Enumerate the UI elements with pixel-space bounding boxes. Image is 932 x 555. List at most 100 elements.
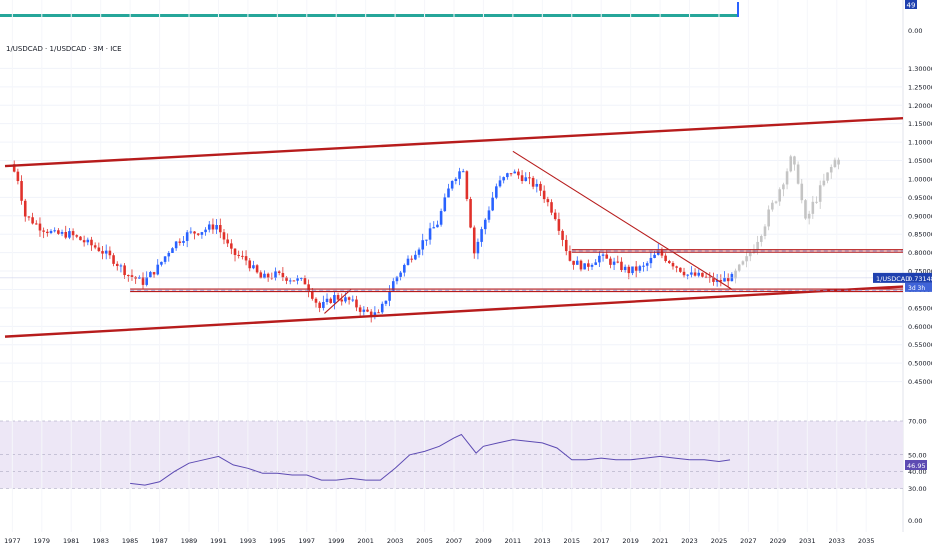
time-tick-label: 1979 xyxy=(34,537,51,545)
candle-body xyxy=(399,272,402,277)
candle-body xyxy=(432,227,436,229)
time-tick-label: 1977 xyxy=(4,537,21,545)
candle-body xyxy=(97,247,101,252)
price-label-value: 0.73148 xyxy=(908,275,932,283)
candle-body xyxy=(550,202,553,213)
candle-body xyxy=(57,230,60,234)
projection-body xyxy=(796,164,800,184)
projection-body xyxy=(815,201,818,203)
candle-body xyxy=(653,254,656,258)
price-label-symbol: 1/USDCAD xyxy=(876,275,910,283)
time-tick-label: 2031 xyxy=(799,537,816,545)
trendline-upper-channel xyxy=(4,116,904,168)
candle-body xyxy=(472,227,476,254)
candle-body xyxy=(123,265,126,276)
candle-body xyxy=(693,272,697,276)
candle-body xyxy=(252,265,255,269)
time-tick-label: 2021 xyxy=(652,537,669,545)
candle-body xyxy=(369,311,373,317)
candle-body xyxy=(189,231,193,233)
candle-body xyxy=(461,171,465,173)
price-tick-label: 1.10000 xyxy=(908,139,932,147)
candle-body xyxy=(601,254,605,256)
candle-body xyxy=(612,261,616,265)
projection-bars xyxy=(734,154,840,284)
candle-body xyxy=(701,272,704,277)
candle-body xyxy=(708,276,712,278)
projection-body xyxy=(763,226,767,237)
candle-body xyxy=(671,263,675,267)
projection-body xyxy=(793,156,796,165)
candle-body xyxy=(263,273,266,279)
candle-body xyxy=(266,273,270,278)
trendline-triangle-1999 xyxy=(324,289,352,314)
candle-body xyxy=(439,211,443,225)
candle-body xyxy=(712,277,715,282)
candle-body xyxy=(34,223,38,225)
candle-body xyxy=(23,200,27,217)
candle-body xyxy=(542,190,546,200)
time-tick-label: 1991 xyxy=(210,537,227,545)
candle-body xyxy=(723,277,726,282)
candle-body xyxy=(200,232,204,235)
symbol-title: 1/USDCAD · 1/USDCAD · 3M · ICE xyxy=(6,45,122,53)
candle-body xyxy=(329,298,332,303)
projection-body xyxy=(826,172,829,181)
candle-body xyxy=(27,216,31,218)
time-tick-label: 2011 xyxy=(505,537,522,545)
time-tick-label: 1983 xyxy=(92,537,109,545)
candle-body xyxy=(546,199,550,203)
candle-body xyxy=(377,312,380,314)
candle-body xyxy=(241,255,244,257)
candle-body xyxy=(623,266,627,270)
projection-body xyxy=(811,201,815,214)
trendline-descending-resistance xyxy=(512,150,733,290)
projection-body xyxy=(771,202,774,210)
candle-body xyxy=(64,231,68,238)
price-label-countdown: 3d 3h xyxy=(908,285,925,292)
candle-body xyxy=(576,260,579,265)
candle-body xyxy=(572,260,575,265)
projection-body xyxy=(807,213,811,219)
candle-body xyxy=(406,258,410,265)
candle-body xyxy=(307,284,310,292)
candle-body xyxy=(469,199,472,228)
drawings[interactable] xyxy=(0,116,904,338)
time-tick-label: 1987 xyxy=(151,537,168,545)
candle-body xyxy=(362,309,366,312)
candle-body xyxy=(230,243,233,249)
candle-body xyxy=(46,231,49,234)
projection-body xyxy=(756,241,759,250)
time-tick-label: 2001 xyxy=(357,537,374,545)
candle-body xyxy=(557,219,561,231)
candle-body xyxy=(277,271,281,273)
candle-body xyxy=(193,231,196,234)
candle-body xyxy=(351,299,355,301)
candle-body xyxy=(568,251,572,261)
candle-body xyxy=(296,278,299,281)
time-tick-label: 1999 xyxy=(328,537,345,545)
projection-body xyxy=(800,183,804,201)
candle-body xyxy=(616,261,620,263)
corner-badge xyxy=(905,0,917,9)
candle-body xyxy=(274,271,277,278)
candle-body xyxy=(281,272,285,278)
price-tick-label: 0.45000 xyxy=(908,378,932,386)
time-tick-label: 2033 xyxy=(828,537,845,545)
candle-body xyxy=(528,177,531,179)
time-tick-label: 2013 xyxy=(534,537,551,545)
time-tick-label: 2019 xyxy=(622,537,639,545)
rsi-bottom-tick: 0.00 xyxy=(908,517,922,525)
candle-body xyxy=(53,230,56,232)
candle-body xyxy=(285,277,288,281)
candle-body xyxy=(380,303,384,313)
time-axis[interactable]: 1977 1979 1981 1983 1985 1987 1989 1991 1993 1995… xyxy=(4,537,874,545)
candle-body xyxy=(391,281,395,292)
projection-body xyxy=(833,159,837,168)
candle-body xyxy=(690,272,693,275)
price-tick-label: 1.20000 xyxy=(908,102,932,110)
